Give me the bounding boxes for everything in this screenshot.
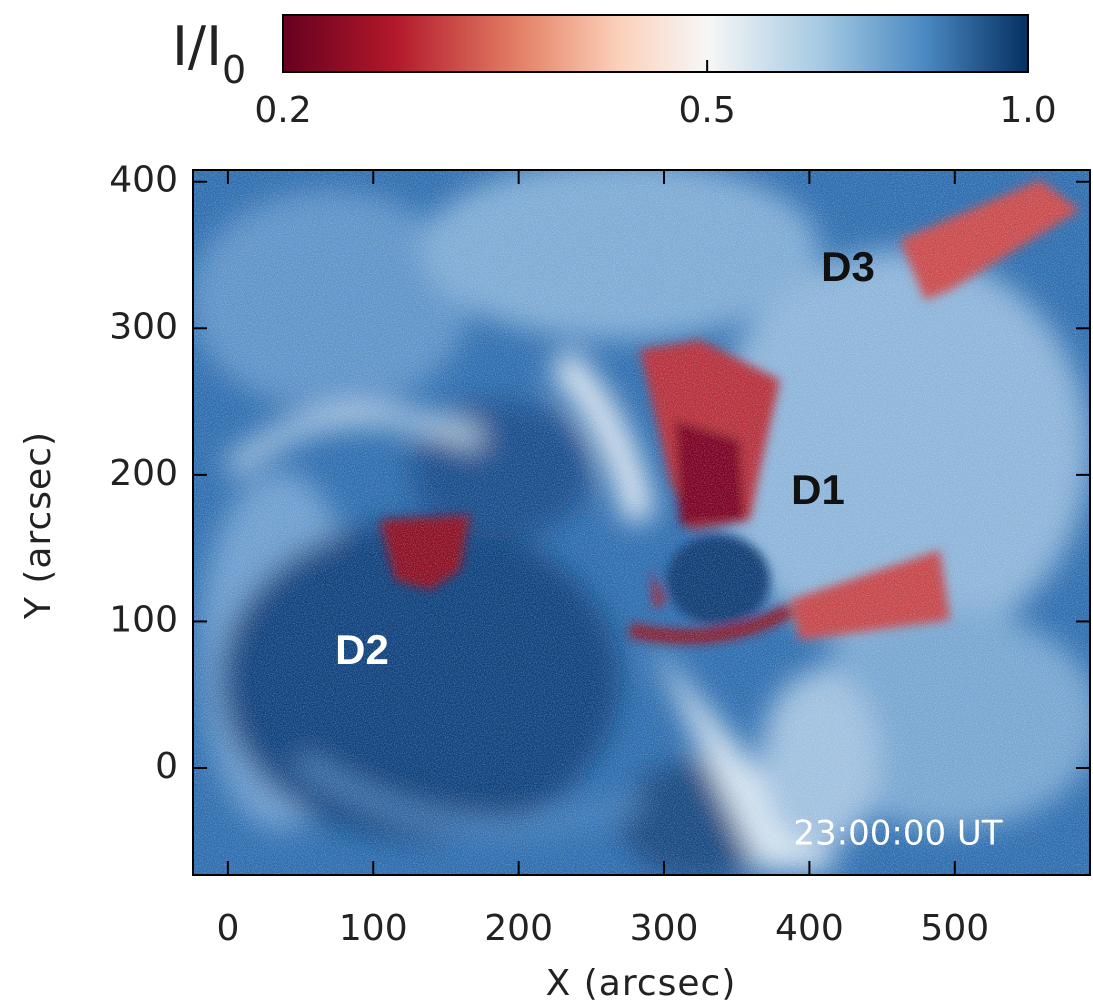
x-tick-label: 0 xyxy=(216,908,239,949)
colorbar xyxy=(282,14,1029,73)
axis-ticks: 0 100 200 300 400 500 0 100 200 300 400 xyxy=(109,160,1090,949)
y-tick-label: 300 xyxy=(109,306,178,347)
colorbar-label-subscript: 0 xyxy=(222,48,246,92)
y-tick-label: 400 xyxy=(109,160,178,201)
annotation: D1 xyxy=(791,466,845,513)
timestamp: 23:00:00 UT xyxy=(793,814,1002,854)
colorbar-ticks: 0.2 0.5 1.0 xyxy=(254,60,1057,131)
x-tick-label: 200 xyxy=(484,908,553,949)
plot-frame xyxy=(192,169,1091,876)
x-tick-label: 400 xyxy=(775,908,844,949)
x-tick-label: 100 xyxy=(339,908,408,949)
x-axis-label: X (arcsec) xyxy=(546,963,737,1004)
y-tick-label: 200 xyxy=(109,453,178,494)
colorbar-label-text: I/I xyxy=(172,15,222,78)
colorbar-tick-label: 1.0 xyxy=(999,90,1056,131)
x-tick-label: 500 xyxy=(920,908,989,949)
colorbar-tick-label: 0.2 xyxy=(254,90,311,131)
y-tick-label: 100 xyxy=(109,599,178,640)
y-axis-label: Y (arcsec) xyxy=(18,431,59,620)
colorbar-tick-label: 0.5 xyxy=(679,90,736,131)
x-tick-label: 300 xyxy=(630,908,699,949)
solar-image xyxy=(193,170,1090,875)
colorbar-label: I/I0 xyxy=(172,15,246,92)
annotation: D3 xyxy=(821,243,875,290)
y-tick-label: 0 xyxy=(155,746,178,787)
annotation: D2 xyxy=(335,626,389,673)
